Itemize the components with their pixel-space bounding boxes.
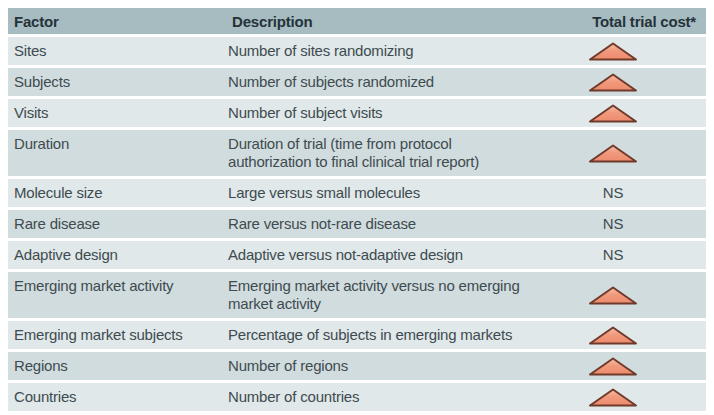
increase-triangle-icon <box>587 41 639 62</box>
table-row: Adaptive design Adaptive versus not-adap… <box>8 241 706 269</box>
table-row: Emerging market subjects Percentage of s… <box>8 321 706 349</box>
factor-cell: Subjects <box>8 68 228 96</box>
factor-cell: Emerging market activity <box>8 272 228 318</box>
increase-triangle-icon <box>587 72 639 93</box>
table-row: Rare disease Rare versus not-rare diseas… <box>8 210 706 238</box>
table-row: Visits Number of subject visits <box>8 99 706 127</box>
table-row: Regions Number of regions <box>8 352 706 380</box>
header-description: Description <box>232 13 525 30</box>
cost-cell <box>524 321 702 349</box>
factor-cell: Emerging market subjects <box>8 321 228 349</box>
table-row: Duration Duration of trial (time from pr… <box>8 130 706 176</box>
ns-label: NS <box>603 184 623 202</box>
description-cell: Number of regions <box>228 352 524 380</box>
table-row: Molecule size Large versus small molecul… <box>8 179 706 207</box>
cost-cell: NS <box>524 210 702 238</box>
cost-cell <box>524 37 702 65</box>
increase-triangle-icon <box>587 325 639 346</box>
cost-cell <box>524 383 702 411</box>
ns-label: NS <box>603 215 623 233</box>
increase-triangle-icon <box>587 103 639 124</box>
cost-cell: NS <box>524 241 702 269</box>
factor-cell: Molecule size <box>8 179 228 207</box>
description-cell: Number of countries <box>228 383 524 411</box>
description-cell: Rare versus not-rare disease <box>228 210 524 238</box>
header-total-trial-cost: Total trial cost* <box>526 13 707 30</box>
table-row: Emerging market activity Emerging market… <box>8 272 706 318</box>
increase-triangle-icon <box>587 285 639 306</box>
table-row: Countries Number of countries <box>8 383 706 411</box>
table-row: Subjects Number of subjects randomized <box>8 68 706 96</box>
description-cell: Adaptive versus not-adaptive design <box>228 241 524 269</box>
table-row: Sites Number of sites randomizing <box>8 37 706 65</box>
cost-cell <box>524 352 702 380</box>
description-cell: Number of subjects randomized <box>228 68 524 96</box>
factor-cell: Sites <box>8 37 228 65</box>
factor-cell: Countries <box>8 383 228 411</box>
cost-cell: NS <box>524 179 702 207</box>
cost-cell <box>524 99 702 127</box>
table-header-row: Factor Description Total trial cost* <box>8 8 706 34</box>
factor-cell: Adaptive design <box>8 241 228 269</box>
factor-cell: Duration <box>8 130 228 176</box>
table-body: Sites Number of sites randomizing Subjec… <box>8 37 706 411</box>
factor-cell: Visits <box>8 99 228 127</box>
description-cell: Percentage of subjects in emerging marke… <box>228 321 524 349</box>
increase-triangle-icon <box>587 387 639 408</box>
increase-triangle-icon <box>587 143 639 164</box>
description-cell: Number of sites randomizing <box>228 37 524 65</box>
description-cell: Emerging market activity versus no emerg… <box>228 272 524 318</box>
header-factor: Factor <box>8 13 232 30</box>
ns-label: NS <box>603 246 623 264</box>
cost-cell <box>524 68 702 96</box>
description-cell: Large versus small molecules <box>228 179 524 207</box>
factors-cost-table: Factor Description Total trial cost* Sit… <box>8 8 706 414</box>
factor-cell: Rare disease <box>8 210 228 238</box>
cost-cell <box>524 130 702 176</box>
factor-cell: Regions <box>8 352 228 380</box>
increase-triangle-icon <box>587 356 639 377</box>
description-cell: Number of subject visits <box>228 99 524 127</box>
description-cell: Duration of trial (time from protocol au… <box>228 130 524 176</box>
cost-cell <box>524 272 702 318</box>
